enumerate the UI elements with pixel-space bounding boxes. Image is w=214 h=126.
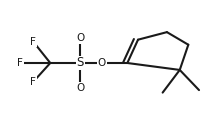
Text: F: F	[30, 77, 36, 87]
Text: O: O	[76, 83, 84, 93]
Text: O: O	[98, 58, 106, 68]
Text: O: O	[76, 33, 84, 43]
Text: S: S	[77, 56, 84, 70]
Text: F: F	[17, 58, 23, 68]
Text: F: F	[30, 37, 36, 47]
